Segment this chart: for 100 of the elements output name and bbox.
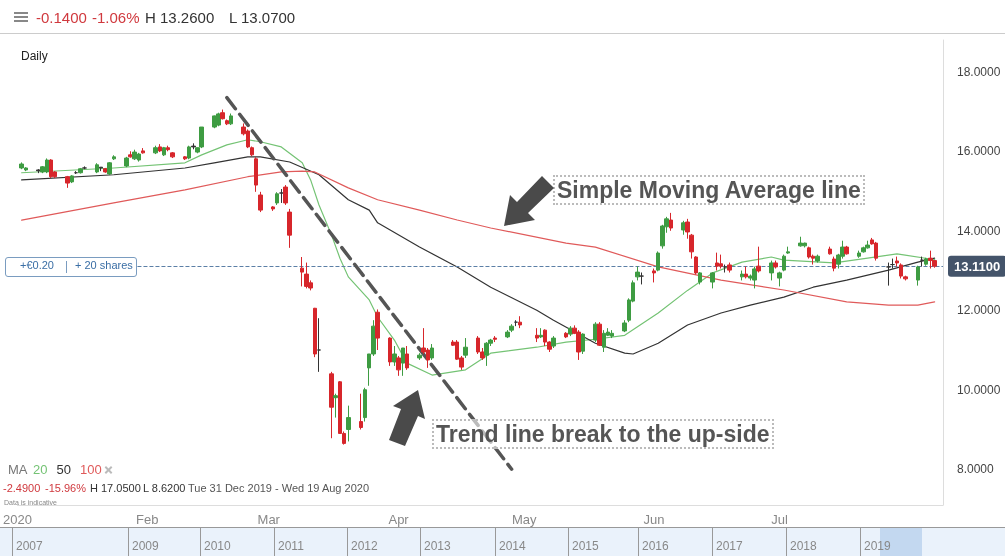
- candlestick: [112, 154, 116, 161]
- candlestick: [375, 308, 380, 351]
- candlestick: [719, 254, 723, 270]
- annotation: -2.4900: [3, 482, 41, 495]
- candlestick: [886, 262, 891, 287]
- line-series: [21, 156, 936, 355]
- candlestick: [710, 271, 715, 289]
- candlestick: [216, 112, 221, 127]
- candlestick: [363, 387, 367, 423]
- candlestick: [602, 329, 606, 353]
- candlestick: [275, 191, 279, 206]
- candlestick: [756, 246, 761, 273]
- candlestick: [199, 126, 204, 149]
- candlestick: [518, 315, 522, 329]
- text: 2016: [642, 539, 669, 553]
- candlestick: [857, 250, 861, 259]
- candlestick: [715, 252, 719, 272]
- line-series: [21, 139, 936, 376]
- candlestick: [346, 405, 351, 442]
- candlestick: [581, 332, 585, 355]
- text: 2015: [572, 539, 599, 553]
- candlestick: [229, 113, 233, 126]
- candlestick: [924, 257, 928, 267]
- candlestick: [681, 220, 686, 236]
- candlestick: [254, 156, 258, 193]
- y-tick-label: 14.0000: [957, 223, 1001, 238]
- candlestick: [304, 262, 309, 289]
- candlestick: [463, 337, 468, 359]
- candlestick: [551, 335, 556, 349]
- candlestick: [99, 166, 103, 172]
- candlestick: [170, 151, 175, 159]
- x-tick-label: Mar: [257, 512, 281, 527]
- candlestick: [191, 142, 196, 150]
- candlestick: [132, 149, 137, 161]
- candlestick: [752, 266, 757, 289]
- candlestick: [539, 327, 543, 339]
- candlestick: [635, 266, 640, 281]
- x-tick-label: Jul: [771, 512, 789, 527]
- candlestick: [183, 155, 187, 161]
- x-tick-label: Feb: [136, 512, 159, 527]
- candlestick: [225, 118, 229, 126]
- annotation: L 8.6200: [143, 482, 186, 495]
- text: 50: [56, 461, 71, 477]
- candlestick: [396, 355, 401, 377]
- candlestick: [576, 329, 581, 361]
- candlestick: [107, 161, 112, 176]
- annotation: Daily: [21, 49, 48, 64]
- text: 2018: [790, 539, 817, 553]
- text: 20: [33, 461, 48, 477]
- candlestick: [153, 145, 158, 155]
- candlestick: [103, 167, 108, 174]
- candlestick: [798, 236, 803, 248]
- candlestick: [78, 167, 83, 175]
- candlestick: [128, 150, 133, 159]
- x-tick-label: Jun: [643, 512, 665, 527]
- candlestick: [832, 256, 836, 272]
- candlestick: [865, 240, 870, 250]
- candlestick: [392, 345, 397, 367]
- candlestick: [220, 109, 225, 120]
- y-tick-label: 16.0000: [957, 144, 1001, 159]
- y-tick-label: 12.0000: [957, 303, 1001, 318]
- candlestick: [782, 254, 786, 272]
- candlestick: [158, 143, 162, 153]
- annotation: H 17.0500: [90, 482, 141, 495]
- candlestick: [430, 343, 434, 361]
- text: 2017: [716, 539, 743, 553]
- candlestick: [95, 162, 99, 174]
- candlestick: [777, 271, 782, 287]
- candlestick: [639, 272, 644, 285]
- candlestick: [622, 319, 627, 333]
- candlestick: [283, 184, 288, 206]
- candlestick: [141, 147, 145, 155]
- candlestick: [279, 188, 284, 204]
- annotation: Tue 31 Dec 2019 - Wed 19 Aug 2020: [188, 482, 370, 495]
- candlestick: [405, 345, 409, 371]
- x-tick-label: Apr: [388, 512, 410, 527]
- candlestick: [124, 156, 129, 168]
- legend-title: MA: [8, 462, 28, 477]
- annotation: Trend line break to the up-side: [432, 419, 774, 450]
- candlestick: [916, 265, 920, 287]
- candlestick: [187, 145, 191, 160]
- candlestick: [313, 307, 317, 358]
- candlestick: [388, 336, 392, 367]
- candlestick: [49, 158, 53, 179]
- annotation: + 20 shares: [75, 259, 133, 272]
- candlestick: [19, 161, 24, 170]
- text: 100: [79, 461, 102, 477]
- candlestick: [417, 352, 422, 361]
- text: 2011: [278, 539, 304, 553]
- candlestick: [271, 205, 275, 212]
- candlestick: [401, 347, 405, 377]
- candlestick: [874, 241, 878, 262]
- candlestick: [212, 115, 217, 129]
- candlestick: [484, 341, 489, 367]
- candlestick: [740, 270, 744, 281]
- text: 2012: [351, 539, 378, 553]
- candlestick: [694, 255, 698, 275]
- candlestick: [36, 168, 41, 174]
- candlestick: [65, 175, 70, 189]
- candlestick: [815, 254, 820, 264]
